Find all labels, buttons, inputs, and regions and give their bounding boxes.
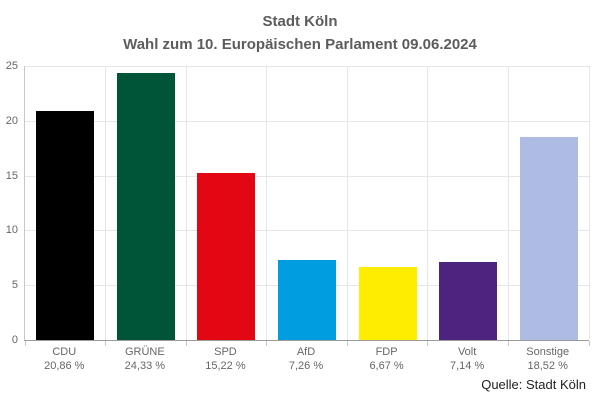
bar-grüne xyxy=(116,73,175,340)
party-name-label: Volt xyxy=(457,346,477,358)
x-gridline xyxy=(346,66,348,340)
x-axis-tick xyxy=(185,341,187,346)
y-tick-label: 10 xyxy=(5,224,18,237)
y-gridline xyxy=(25,66,589,67)
y-tick-label: 15 xyxy=(5,169,18,182)
x-axis-tick xyxy=(266,341,268,346)
y-gridline xyxy=(25,230,589,232)
x-category-afd: AfD 7,26 % xyxy=(266,346,347,373)
x-category-volt: Volt 7,14 % xyxy=(427,346,508,373)
x-gridline xyxy=(185,66,187,340)
party-name-label: CDU xyxy=(52,346,77,358)
x-axis-tick xyxy=(507,341,509,346)
x-category-cdu: CDU 20,86 % xyxy=(24,346,105,373)
x-axis-tick xyxy=(24,341,26,346)
bar-afd xyxy=(277,260,336,340)
party-name-label: SPD xyxy=(214,346,237,358)
bar-volt xyxy=(439,261,498,340)
chart-title-line1: Stadt Köln xyxy=(262,13,338,30)
y-tick-label: 20 xyxy=(5,114,18,127)
party-percent-label: 18,52 % xyxy=(527,360,568,372)
y-tick-label: 25 xyxy=(5,60,18,72)
party-percent-label: 24,33 % xyxy=(124,360,166,372)
x-gridline xyxy=(588,66,590,340)
x-category-fdp: FDP 6,67 % xyxy=(346,346,427,373)
party-name-label: AfD xyxy=(296,346,316,358)
y-gridline xyxy=(25,120,589,122)
x-axis-tick xyxy=(105,341,107,346)
x-gridline xyxy=(427,66,429,340)
x-gridline xyxy=(266,66,268,340)
bar-cdu xyxy=(36,111,95,340)
bar-spd xyxy=(197,173,256,340)
party-percent-label: 20,86 % xyxy=(44,360,85,372)
x-category-grüne: GRÜNE 24,33 % xyxy=(105,346,186,373)
party-name-label: GRÜNE xyxy=(124,346,165,358)
x-category-spd: SPD 15,22 % xyxy=(185,346,266,373)
bar-sonstige xyxy=(519,137,578,340)
party-name-label: Sonstige xyxy=(526,346,570,358)
x-axis-tick xyxy=(346,341,348,346)
x-axis-tick xyxy=(427,341,429,346)
x-category-sonstige: Sonstige 18,52 % xyxy=(507,346,588,373)
chart-title-line2: Wahl zum 10. Europäischen Parlament 09.0… xyxy=(123,36,477,53)
party-name-label: FDP xyxy=(375,346,398,358)
y-tick-label: 5 xyxy=(11,279,18,292)
x-axis-tick xyxy=(588,341,590,346)
y-gridline xyxy=(25,175,589,177)
y-tick-label: 0 xyxy=(11,334,18,346)
y-axis-labels: 0 5 10 15 20 25 xyxy=(0,60,20,346)
source-note: Quelle: Stadt Köln xyxy=(481,377,586,392)
x-gridline xyxy=(105,66,107,340)
plot-area xyxy=(24,66,590,346)
party-percent-label: 7,26 % xyxy=(288,360,324,372)
bar-fdp xyxy=(358,266,417,340)
x-gridline xyxy=(507,66,509,340)
party-percent-label: 15,22 % xyxy=(205,360,246,372)
party-percent-label: 7,14 % xyxy=(450,360,485,372)
party-percent-label: 6,67 % xyxy=(369,360,404,372)
